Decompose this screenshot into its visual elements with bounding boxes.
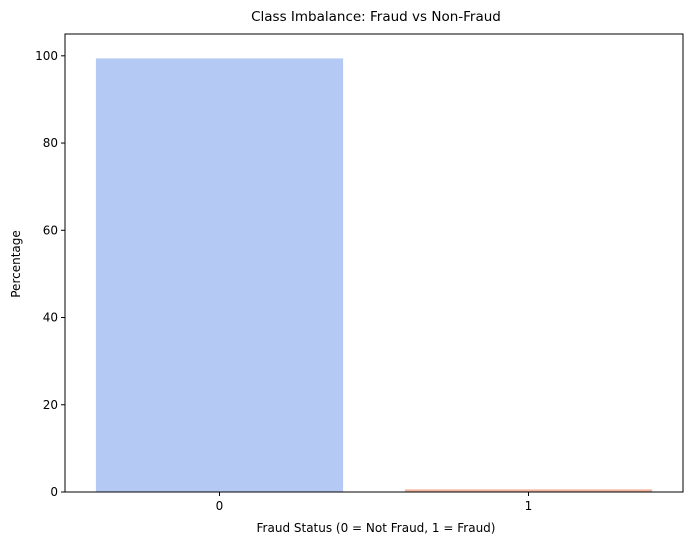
y-tick-label-0: 0 bbox=[50, 485, 58, 499]
x-tick-label-1: 1 bbox=[525, 499, 533, 513]
chart-title: Class Imbalance: Fraud vs Non-Fraud bbox=[251, 9, 501, 25]
y-tick-label-100: 100 bbox=[35, 49, 58, 63]
y-tick-label-80: 80 bbox=[43, 136, 58, 150]
y-axis-label: Percentage bbox=[9, 230, 23, 298]
y-tick-label-60: 60 bbox=[43, 223, 58, 237]
bar-0 bbox=[95, 58, 344, 492]
y-tick-label-40: 40 bbox=[43, 311, 58, 325]
bar-1 bbox=[404, 489, 653, 492]
y-tick-label-20: 20 bbox=[43, 398, 58, 412]
x-tick-label-0: 0 bbox=[216, 499, 224, 513]
plot-frame bbox=[64, 33, 684, 493]
x-axis-label: Fraud Status (0 = Not Fraud, 1 = Fraud) bbox=[257, 521, 496, 535]
